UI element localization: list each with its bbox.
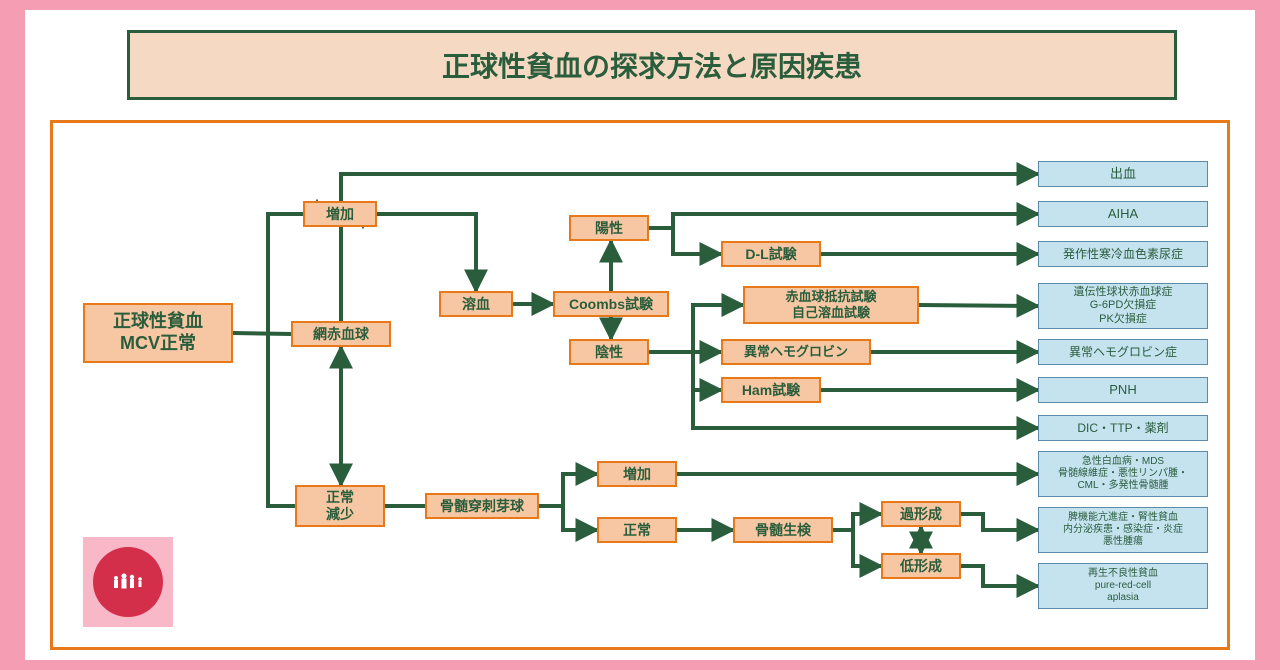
node-pos: 陽性 [569, 215, 649, 241]
node-dic: DIC・TTP・薬剤 [1038, 415, 1208, 441]
node-aiha: AIHA [1038, 201, 1208, 227]
node-biopsy: 骨髄生検 [733, 517, 833, 543]
node-rbcresist: 赤血球抵抗試験 自己溶血試験 [743, 286, 919, 324]
node-hyper: 過形成 [881, 501, 961, 527]
node-hypo: 低形成 [881, 553, 961, 579]
logo-badge [83, 537, 173, 627]
logo-circle [93, 547, 163, 617]
node-heredity: 遺伝性球状赤血球症 G-6PD欠損症 PK欠損症 [1038, 283, 1208, 329]
chart-area: 正球性貧血 MCV正常網赤血球増加正常 減少溶血骨髄穿刺芽球Coombs試験陽性… [50, 120, 1230, 650]
node-aplasia: 再生不良性貧血 pure-red-cell aplasia [1038, 563, 1208, 609]
inner-panel: 正球性貧血の探求方法と原因疾患 正球性貧血 MCV正常網赤血球増加正常 減少溶血… [25, 10, 1255, 660]
page-background: 正球性貧血の探求方法と原因疾患 正球性貧血 MCV正常網赤血球増加正常 減少溶血… [0, 0, 1280, 670]
node-abnhb2: 異常ヘモグロビン症 [1038, 339, 1208, 365]
node-hyper2: 脾機能亢進症・腎性貧血 内分泌疾患・感染症・炎症 悪性腫瘍 [1038, 507, 1208, 553]
node-inc2: 増加 [597, 461, 677, 487]
node-retic: 網赤血球 [291, 321, 391, 347]
title-box: 正球性貧血の探求方法と原因疾患 [127, 30, 1177, 100]
node-acute: 急性白血病・MDS 骨髄線維症・悪性リンパ腫・ CML・多発性骨髄腫 [1038, 451, 1208, 497]
node-marrow: 骨髄穿刺芽球 [425, 493, 539, 519]
node-inc: 増加 [303, 201, 377, 227]
node-dl: D-L試験 [721, 241, 821, 267]
node-root: 正球性貧血 MCV正常 [83, 303, 233, 363]
node-abnhb: 異常ヘモグロビン [721, 339, 871, 365]
node-pnh: PNH [1038, 377, 1208, 403]
node-norm2: 正常 [597, 517, 677, 543]
node-normdec: 正常 減少 [295, 485, 385, 527]
title-text: 正球性貧血の探求方法と原因疾患 [442, 45, 862, 85]
node-pch: 発作性寒冷血色素尿症 [1038, 241, 1208, 267]
node-neg: 陰性 [569, 339, 649, 365]
node-coombs: Coombs試験 [553, 291, 669, 317]
node-bleed: 出血 [1038, 161, 1208, 187]
node-ham: Ham試験 [721, 377, 821, 403]
node-hemolysis: 溶血 [439, 291, 513, 317]
